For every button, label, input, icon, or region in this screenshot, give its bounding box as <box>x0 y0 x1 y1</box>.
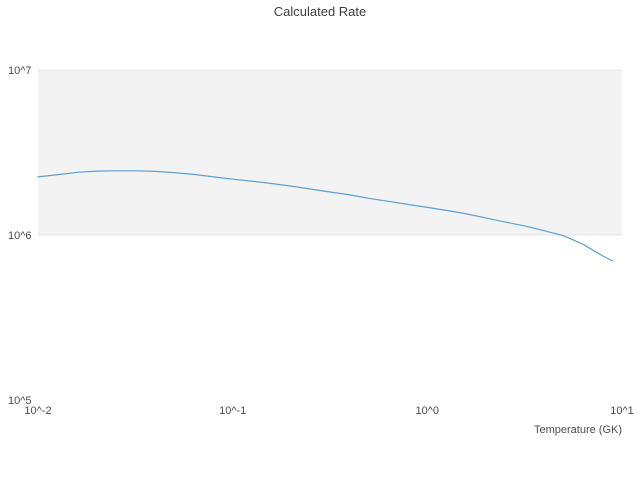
x-tick-label-2: 10^0 <box>416 405 440 417</box>
x-tick-label-0: 10^-2 <box>24 405 51 417</box>
x-tick-label-1: 10^-1 <box>219 405 246 417</box>
x-axis-label: Temperature (GK) <box>534 424 622 436</box>
y-tick-label-0: 10^5 <box>8 395 32 407</box>
x-tick-label-3: 10^1 <box>610 405 634 417</box>
decade-band <box>38 70 622 235</box>
series-line-calculated-rate <box>37 170 613 262</box>
chart-title: Calculated Rate <box>273 4 367 19</box>
y-tick-label-1: 10^6 <box>8 230 32 242</box>
y-tick-label-2: 10^7 <box>8 65 32 77</box>
